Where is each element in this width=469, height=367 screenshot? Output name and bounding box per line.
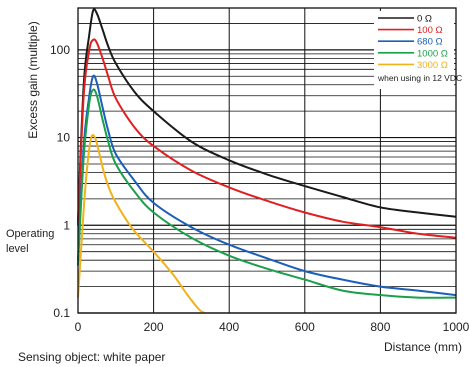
y-tick-label: 100 <box>50 43 70 57</box>
operating-level-label-line2: level <box>6 243 29 255</box>
x-tick-label: 800 <box>370 320 390 334</box>
x-tick-label: 400 <box>219 320 239 334</box>
x-tick-label: 1000 <box>443 320 469 334</box>
footnote: Sensing object: white paper <box>18 350 165 364</box>
x-tick-label: 200 <box>144 320 164 334</box>
series-line-3 <box>77 88 457 299</box>
legend-box <box>374 11 454 89</box>
operating-level-label-line1: Operating <box>6 228 54 240</box>
legend-label: 1000 Ω <box>417 48 448 59</box>
x-tick-label: 0 <box>75 320 82 334</box>
y-tick-label: 0.1 <box>53 306 70 320</box>
plot-frame <box>77 7 457 314</box>
y-axis-label: Excess gain (multiple) <box>26 21 40 138</box>
chart-axes: 0 200 400 600 800 1000 0.1 1 10 100 <box>50 7 469 334</box>
legend-label: 3000 Ω <box>417 60 448 71</box>
legend-label: 100 Ω <box>417 25 443 36</box>
series-line-1 <box>77 38 457 239</box>
series-line-2 <box>77 74 457 297</box>
y-tick-label: 10 <box>57 131 71 145</box>
series-lines <box>77 8 457 314</box>
legend-label: 0 Ω <box>417 14 432 25</box>
x-tick-label: 600 <box>295 320 315 334</box>
y-tick-label: 1 <box>63 218 70 232</box>
legend-label: 680 Ω <box>417 37 443 48</box>
series-line-0 <box>77 8 457 222</box>
legend-note: when using in 12 VDC <box>377 73 462 83</box>
series-line-4 <box>77 134 206 314</box>
x-axis-label: Distance (mm) <box>384 340 462 354</box>
